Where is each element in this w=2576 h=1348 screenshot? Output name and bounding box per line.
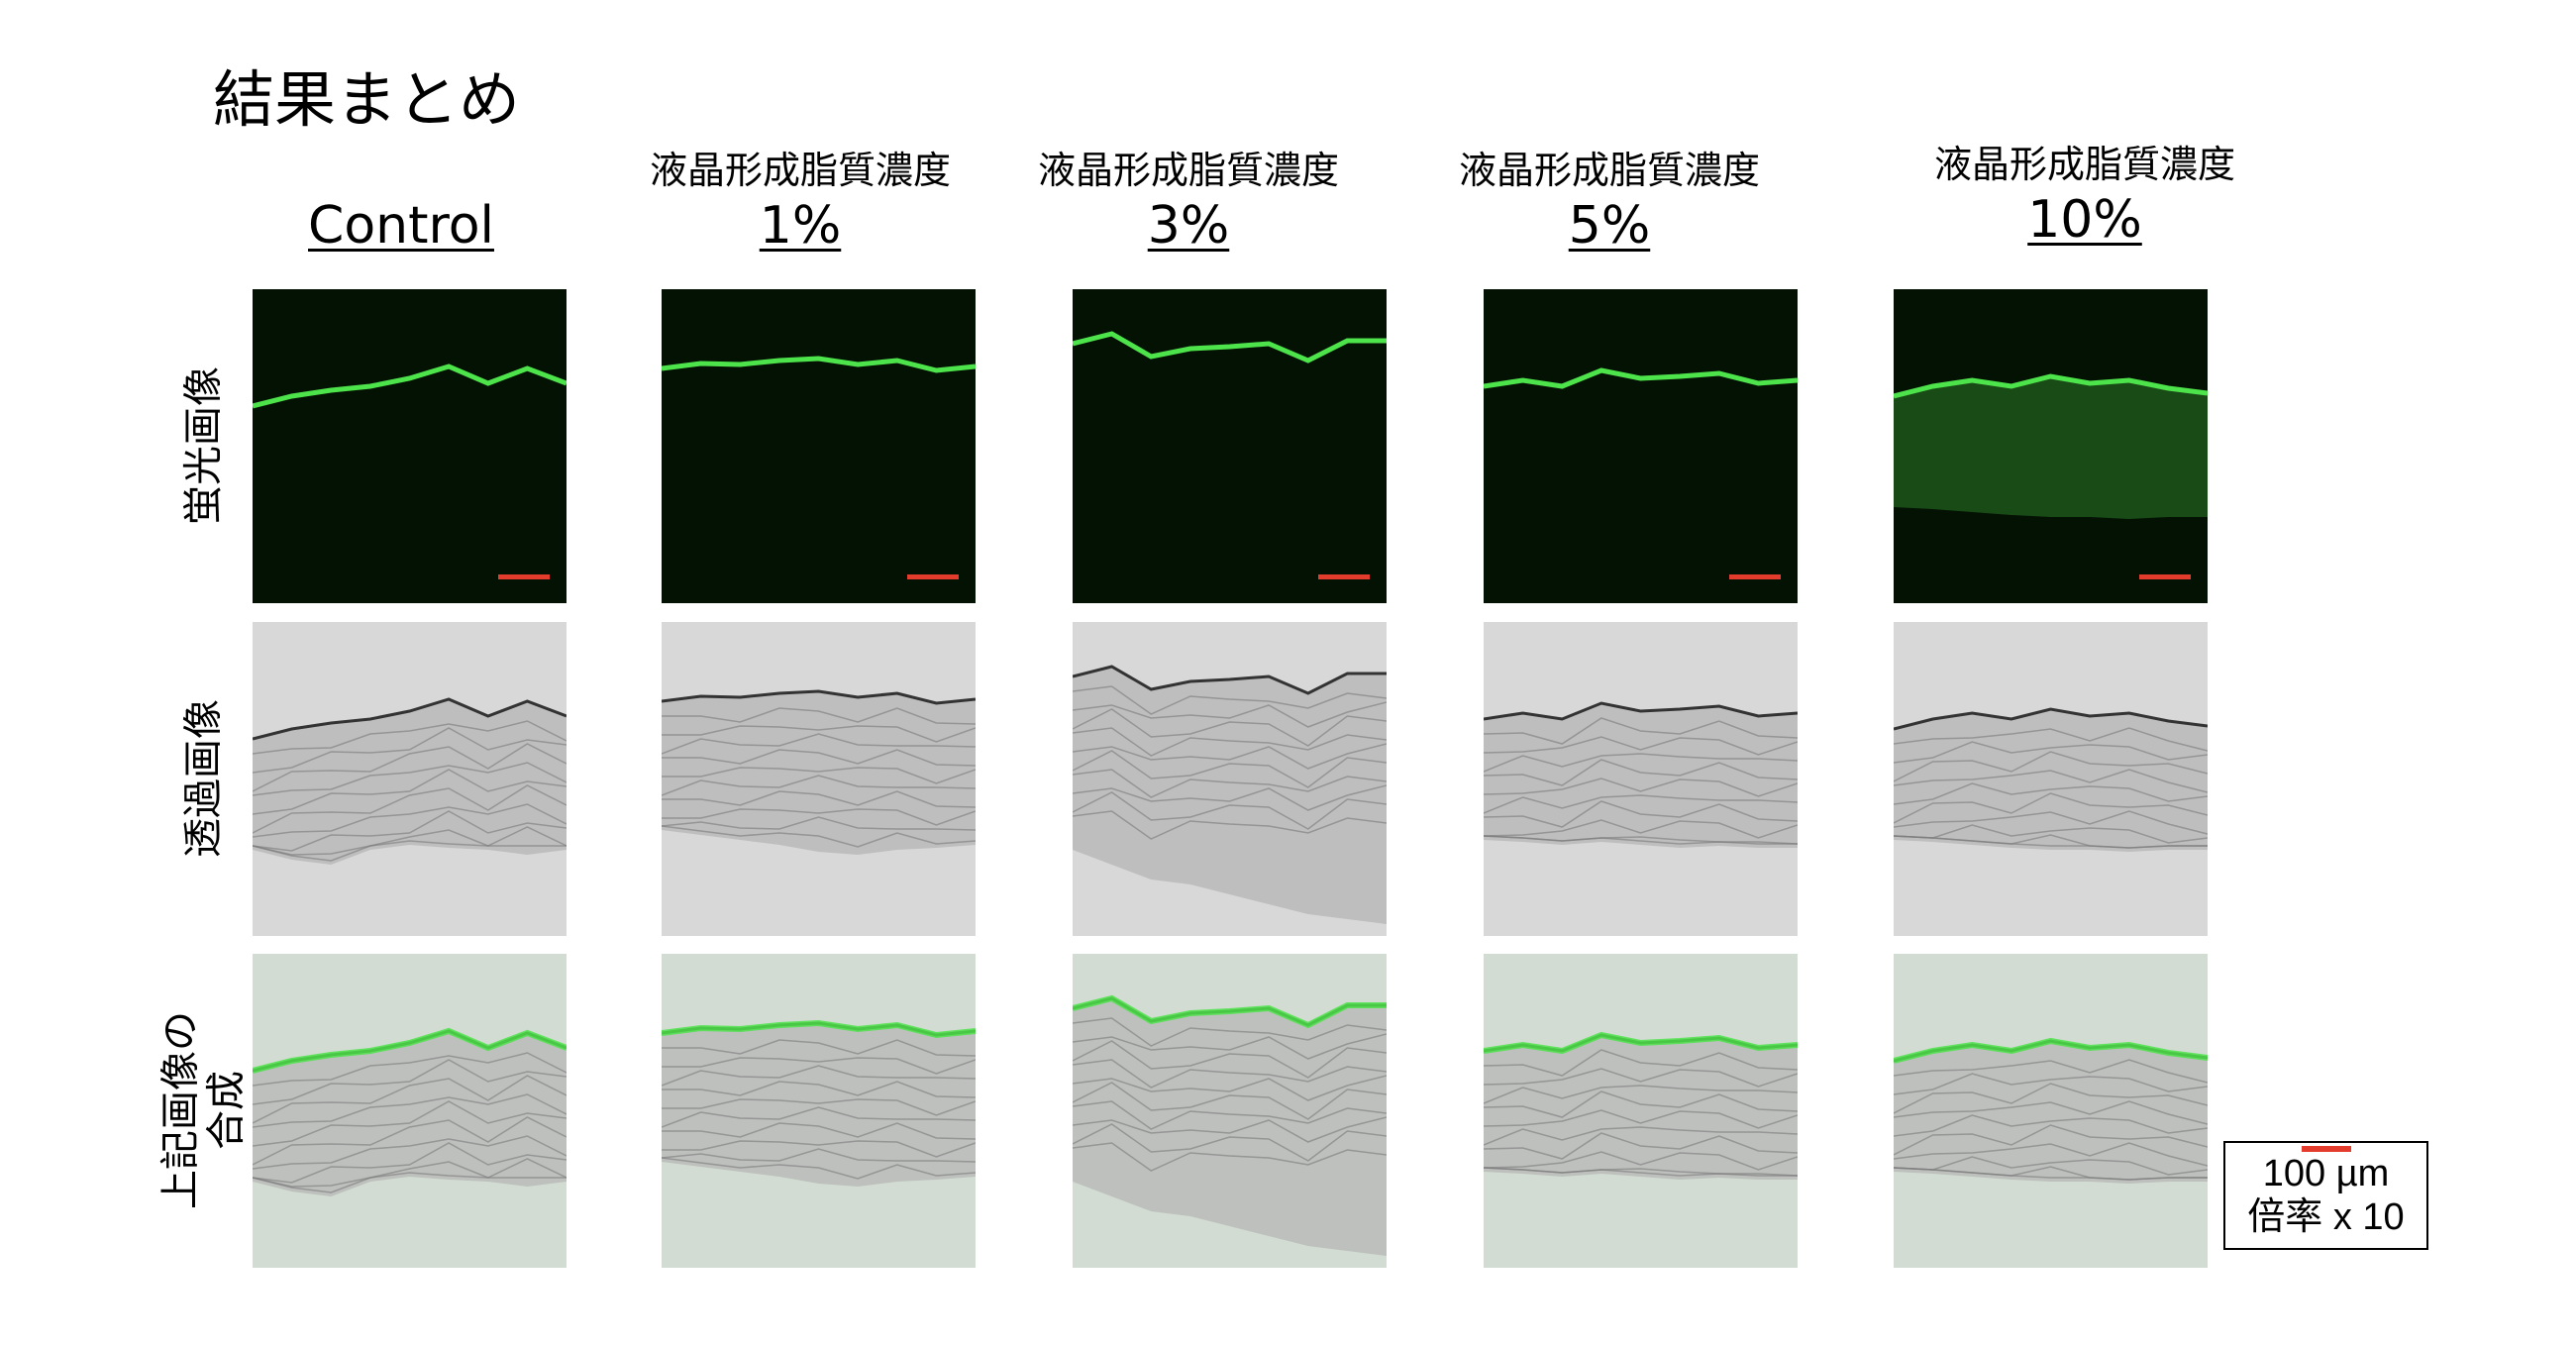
merged-image bbox=[1484, 954, 1798, 1268]
fluorescence-image bbox=[253, 289, 567, 603]
row-label-line: 合成 bbox=[203, 1071, 250, 1150]
column-value: 1% bbox=[759, 196, 842, 256]
brightfield-image bbox=[1073, 622, 1387, 936]
merged-image bbox=[1073, 954, 1387, 1268]
scale-bar bbox=[2301, 1146, 2351, 1152]
column-header: 液晶形成脂質濃度 3% bbox=[980, 145, 1396, 256]
column-label: 液晶形成脂質濃度 bbox=[1458, 149, 1760, 192]
merged-image bbox=[253, 954, 567, 1268]
row-label: 蛍光画像 bbox=[181, 289, 227, 603]
row-label-line: 透過画像 bbox=[180, 699, 227, 858]
fluorescence-image bbox=[1484, 289, 1798, 603]
row-label: 上記画像の 合成 bbox=[158, 954, 250, 1268]
column-label: 液晶形成脂質濃度 bbox=[1037, 149, 1339, 192]
brightfield-image bbox=[1484, 622, 1798, 936]
brightfield-image bbox=[253, 622, 567, 936]
fluorescence-image bbox=[1073, 289, 1387, 603]
merged-image bbox=[1894, 954, 2208, 1268]
column-label: 液晶形成脂質濃度 bbox=[649, 149, 951, 192]
brightfield-image bbox=[662, 622, 976, 936]
column-header: 液晶形成脂質濃度 10% bbox=[1877, 139, 2293, 250]
column-value: Control bbox=[308, 196, 494, 256]
scale-label: 100 µm bbox=[2262, 1153, 2390, 1194]
merged-image bbox=[662, 954, 976, 1268]
fluorescence-image bbox=[662, 289, 976, 603]
fluorescence-image bbox=[1894, 289, 2208, 603]
scale-legend: 100 µm 倍率 x 10 bbox=[2223, 1141, 2428, 1250]
magnification-label: 倍率 x 10 bbox=[2247, 1196, 2405, 1238]
column-label bbox=[193, 145, 609, 196]
row-label: 透過画像 bbox=[181, 622, 227, 936]
column-header: 液晶形成脂質濃度 1% bbox=[592, 145, 1008, 256]
column-header: Control bbox=[193, 145, 609, 256]
row-label-line: 蛍光画像 bbox=[180, 366, 227, 525]
column-value: 10% bbox=[2027, 190, 2142, 250]
column-value: 5% bbox=[1568, 196, 1651, 256]
column-label: 液晶形成脂質濃度 bbox=[1933, 143, 2235, 186]
brightfield-image bbox=[1894, 622, 2208, 936]
row-label-line: 上記画像の bbox=[157, 1011, 204, 1209]
column-value: 3% bbox=[1147, 196, 1230, 256]
column-header: 液晶形成脂質濃度 5% bbox=[1401, 145, 1817, 256]
page-title: 結果まとめ bbox=[213, 63, 521, 136]
